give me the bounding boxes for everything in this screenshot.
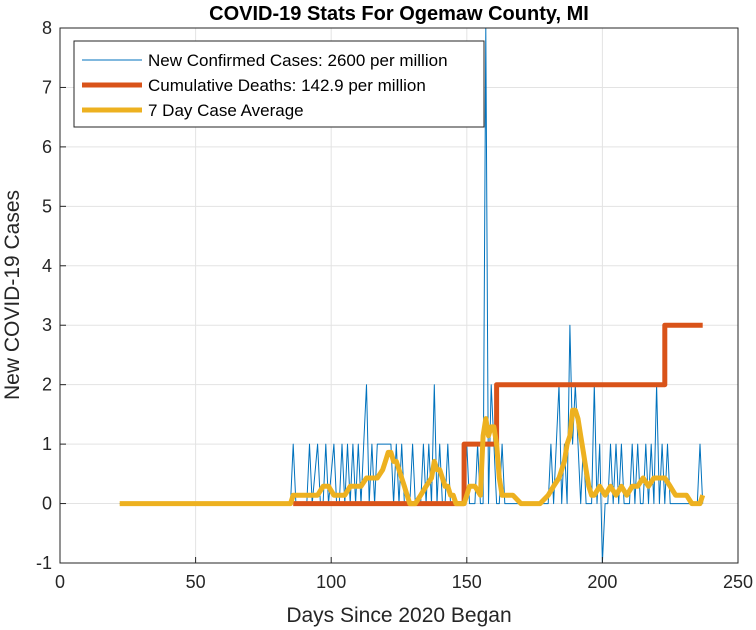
y-tick-label: 8	[42, 18, 52, 38]
x-tick-label: 0	[55, 572, 65, 592]
y-axis-label: New COVID-19 Cases	[1, 190, 24, 400]
x-tick-label: 50	[186, 572, 206, 592]
chart-title: COVID-19 Stats For Ogemaw County, MI	[209, 3, 589, 25]
series-7-day-case-average	[119, 407, 706, 507]
series-cumulative-deaths	[293, 322, 703, 507]
legend-label-new-cases: New Confirmed Cases: 2600 per million	[148, 51, 448, 70]
legend-label-case-average: 7 Day Case Average	[148, 101, 304, 120]
legend: New Confirmed Cases: 2600 per million Cu…	[73, 40, 485, 128]
y-tick-label: 1	[42, 434, 52, 454]
x-tick-label: 250	[723, 572, 753, 592]
x-tick-label: 200	[587, 572, 617, 592]
y-tick-label: 6	[42, 137, 52, 157]
legend-label-cumulative-deaths: Cumulative Deaths: 142.9 per million	[148, 76, 426, 95]
x-tick-label: 150	[452, 572, 482, 592]
x-axis-label: Days Since 2020 Began	[286, 604, 511, 627]
y-tick-label: 7	[42, 77, 52, 97]
y-tick-label: 3	[42, 315, 52, 335]
series-new-confirmed-cases	[119, 27, 704, 564]
plot-frame	[59, 27, 739, 564]
series-layer	[119, 27, 706, 564]
y-tick-label: 4	[42, 256, 52, 276]
legend-box	[73, 40, 485, 128]
y-tick-label: 5	[42, 196, 52, 216]
x-tick-label: 100	[316, 572, 346, 592]
y-tick-label: 2	[42, 375, 52, 395]
y-tick-label: 0	[42, 494, 52, 514]
y-tick-label: -1	[36, 553, 52, 573]
